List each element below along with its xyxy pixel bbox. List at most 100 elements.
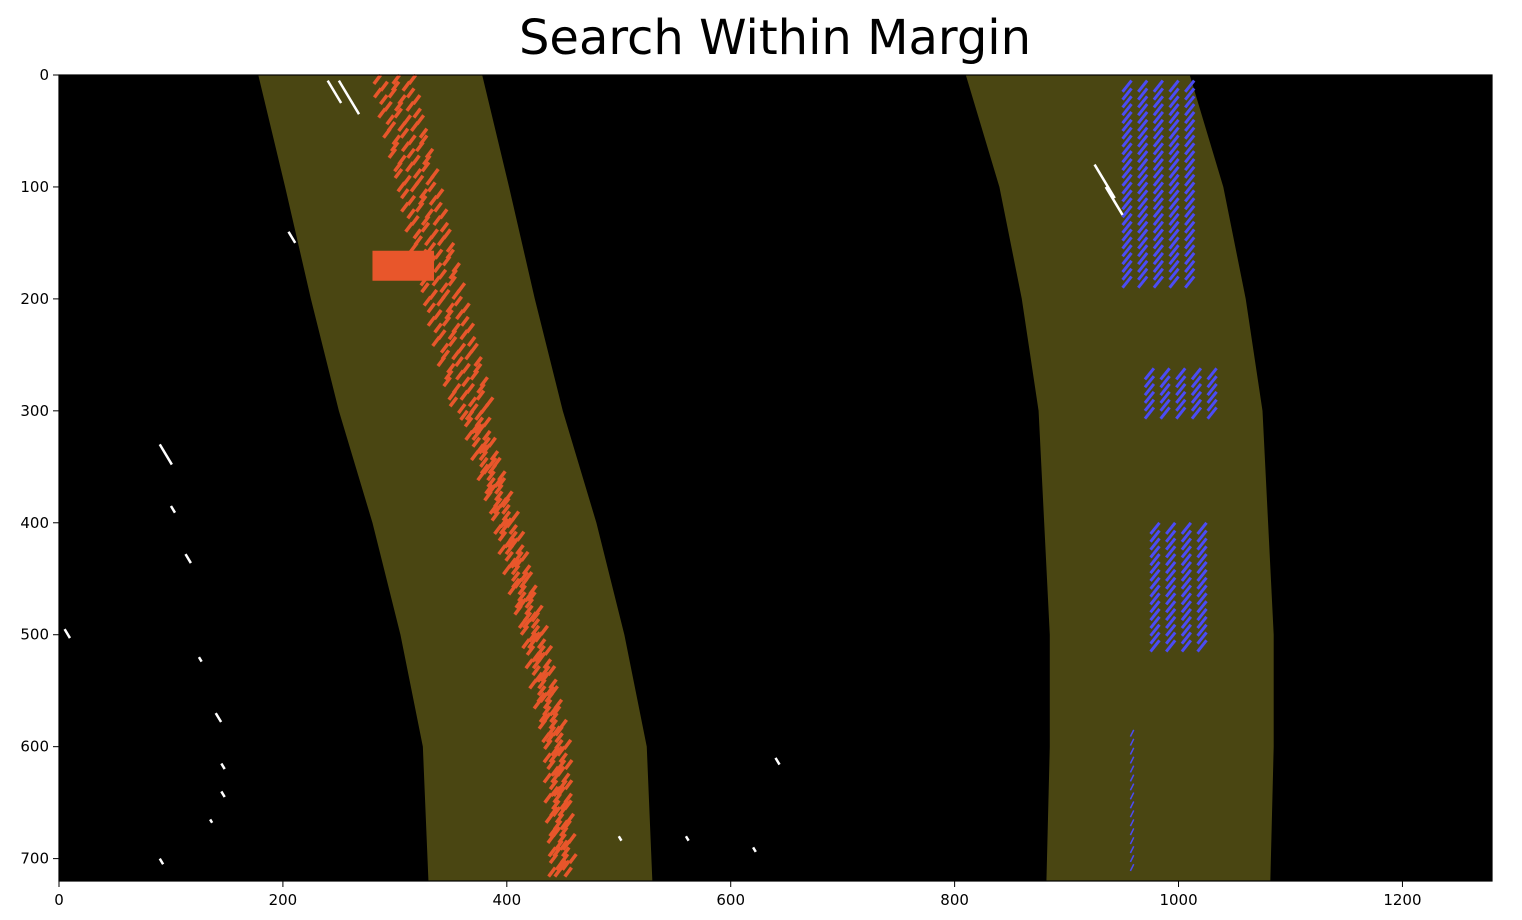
left-lane-streak (385, 114, 395, 126)
left-lane-streak (533, 651, 544, 663)
right-lane-streak (1180, 529, 1193, 543)
left-lane-streak (459, 409, 469, 421)
left-lane-streak (563, 759, 574, 771)
right-lane-streak (1168, 197, 1180, 211)
right-lane-streak (1149, 639, 1161, 653)
right-lane-streak (1184, 118, 1196, 132)
left-lane-streak (484, 483, 494, 495)
right-lane-streak (1196, 537, 1208, 551)
left-lane-streak (532, 698, 543, 710)
left-lane-streak (510, 570, 521, 583)
left-lane-streak (409, 181, 420, 193)
right-lane-streak (1196, 545, 1208, 559)
left-lane-streak (530, 611, 541, 623)
left-lane-streak (550, 765, 560, 777)
right-lane-streak (1152, 212, 1165, 226)
right-lane-streak (1206, 390, 1218, 404)
right-lane-streak (1152, 259, 1165, 273)
left-lane-streak (420, 282, 430, 294)
left-lane-streak (447, 329, 458, 341)
y-tick-label: 200 (20, 290, 49, 308)
right-lane-streak (1180, 615, 1193, 629)
left-lane-streak (451, 288, 461, 300)
left-lane-streak (497, 530, 508, 542)
right-lane-streak (1152, 244, 1165, 258)
left-lane-streak (557, 806, 567, 818)
right-lane-streak (1196, 529, 1208, 543)
right-lane-streak (1129, 810, 1135, 818)
left-lane-streak (474, 409, 484, 421)
left-lane-streak (447, 335, 458, 347)
right-lane-streak (1196, 584, 1208, 598)
right-lane-streak (1137, 259, 1149, 273)
right-lane-streak (1129, 792, 1135, 800)
left-lane-streak (464, 429, 474, 441)
right-lane-streak (1168, 111, 1180, 125)
right-lane-streak (1168, 189, 1180, 203)
left-lane-streak (547, 846, 558, 858)
right-lane-streak (1129, 854, 1135, 863)
right-lane-streak (1129, 845, 1135, 854)
right-lane-streak (1152, 79, 1165, 93)
right-lane-streak (1152, 220, 1165, 234)
left-lane-streak (396, 181, 407, 193)
right-lane-streak (1152, 165, 1165, 179)
right-lane-streak (1190, 398, 1203, 412)
y-tick-label: 700 (20, 850, 49, 868)
right-lane-streak (1168, 173, 1180, 187)
right-lane-streak (1152, 111, 1165, 125)
right-lane-streak (1129, 783, 1135, 791)
right-lane-streak (1175, 375, 1187, 389)
left-lane-streak (542, 752, 553, 764)
right-lane-streak (1165, 600, 1177, 614)
left-lane-streak (405, 161, 415, 173)
left-lane-streak (496, 476, 507, 489)
left-lane-streak (548, 752, 559, 764)
right-lane-streak (1137, 158, 1149, 172)
left-lane-streak (515, 544, 525, 556)
right-lane-streak (1152, 87, 1165, 101)
right-lane-streak (1143, 367, 1156, 381)
left-lane-streak (431, 275, 441, 287)
left-lane-streak (524, 597, 535, 609)
left-lane-streak (447, 275, 458, 287)
x-axis: 0 200 400 600 800 1000 1200 (54, 881, 1422, 909)
left-lane-streak (541, 732, 551, 744)
left-lane-streak (486, 476, 496, 489)
right-lane-streak (1165, 553, 1177, 567)
right-lane-streak (1168, 252, 1180, 266)
left-lane-streak (551, 705, 562, 717)
left-lane-streak (554, 812, 565, 824)
right-lane-streak (1159, 375, 1171, 389)
left-lane-streak (442, 376, 452, 388)
right-lane-streak (1190, 406, 1203, 420)
left-lane-streak (536, 685, 547, 697)
right-lane-streak (1168, 165, 1180, 179)
right-lane-streak (1137, 197, 1149, 211)
right-lane-streak (1152, 173, 1165, 187)
left-lane-streak (464, 349, 474, 361)
right-lane-streak (1143, 383, 1156, 397)
right-lane-streak (1168, 103, 1180, 117)
right-lane-streak (1168, 205, 1180, 219)
right-lane-streak (1137, 111, 1149, 125)
left-lane-streak (460, 315, 470, 327)
left-lane-streak (412, 167, 423, 180)
left-lane-pixels (372, 73, 578, 878)
right-lane-streak (1196, 600, 1208, 614)
right-lane-streak (1168, 142, 1180, 156)
left-lane-streak (444, 369, 454, 381)
left-lane-streak (400, 141, 411, 153)
right-lane-streak (1175, 390, 1187, 404)
left-lane-streak (486, 470, 496, 482)
left-lane-streak (471, 429, 481, 441)
right-lane-streak (1149, 553, 1161, 567)
right-lane-streak (1184, 236, 1196, 250)
left-lane-streak (543, 644, 554, 656)
right-lane-streak (1137, 267, 1149, 281)
right-lane-streak (1121, 173, 1133, 187)
right-lane-streak (1180, 545, 1193, 559)
left-lane-streak (544, 812, 555, 824)
left-lane-streak (451, 349, 461, 361)
